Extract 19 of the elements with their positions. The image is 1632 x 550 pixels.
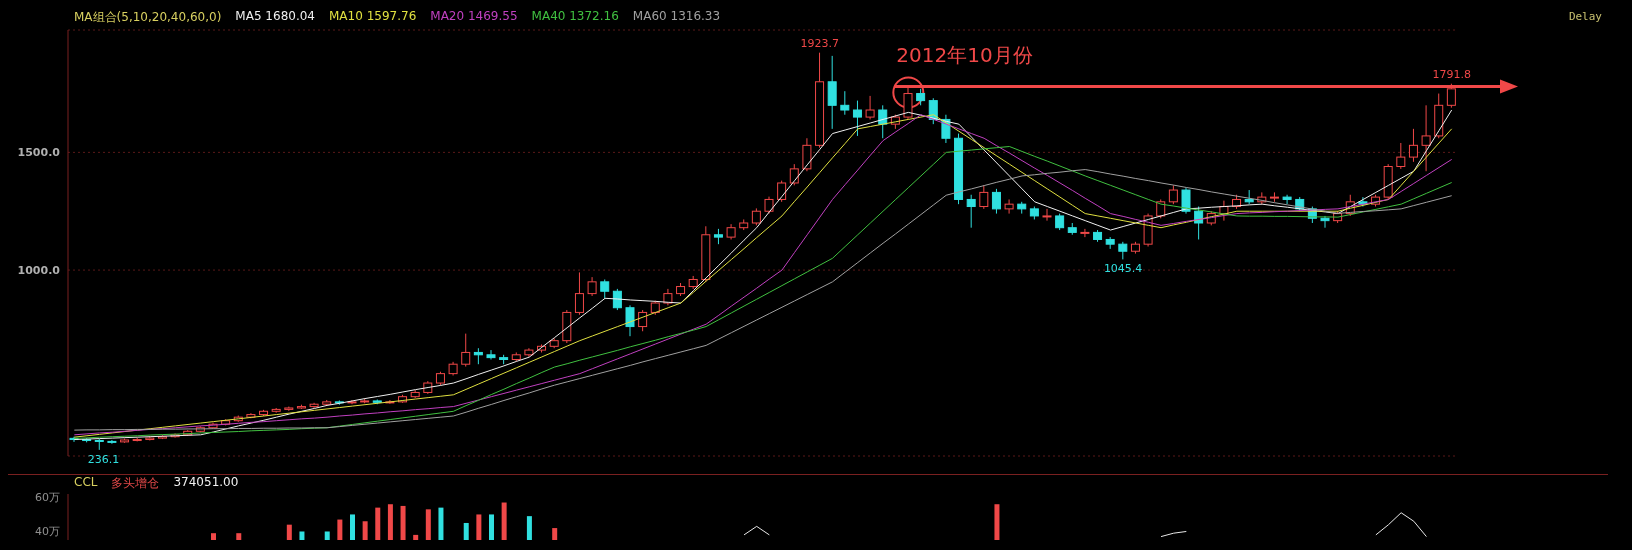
- y-tick-label: 1000.0: [17, 263, 61, 277]
- legend-title: MA组合(5,10,20,40,60,0): [74, 9, 222, 26]
- legend-title: CCL: [74, 475, 98, 491]
- text: MA60 1316.33: [632, 9, 721, 25]
- ref-line-label: 2012年10月份: [896, 43, 1033, 68]
- y-tick-label: 40万: [35, 525, 60, 539]
- annotation: 1045.4: [1103, 262, 1143, 276]
- annotation: 1791.8: [1432, 67, 1471, 81]
- annotation: 1923.7: [800, 36, 840, 50]
- y-tick-label: 60万: [35, 491, 60, 505]
- text: MA20 1469.55: [430, 9, 518, 25]
- y-tick-label: 1500.0: [17, 146, 61, 160]
- text: Delay: [1568, 10, 1603, 23]
- text: 多头增仓: [111, 475, 160, 492]
- annotation: 236.1: [87, 452, 120, 466]
- text: MA10 1597.76: [329, 9, 417, 25]
- text: MA40 1372.16: [531, 9, 619, 25]
- text: MA5 1680.04: [235, 9, 315, 25]
- text: 374051.00: [173, 475, 239, 491]
